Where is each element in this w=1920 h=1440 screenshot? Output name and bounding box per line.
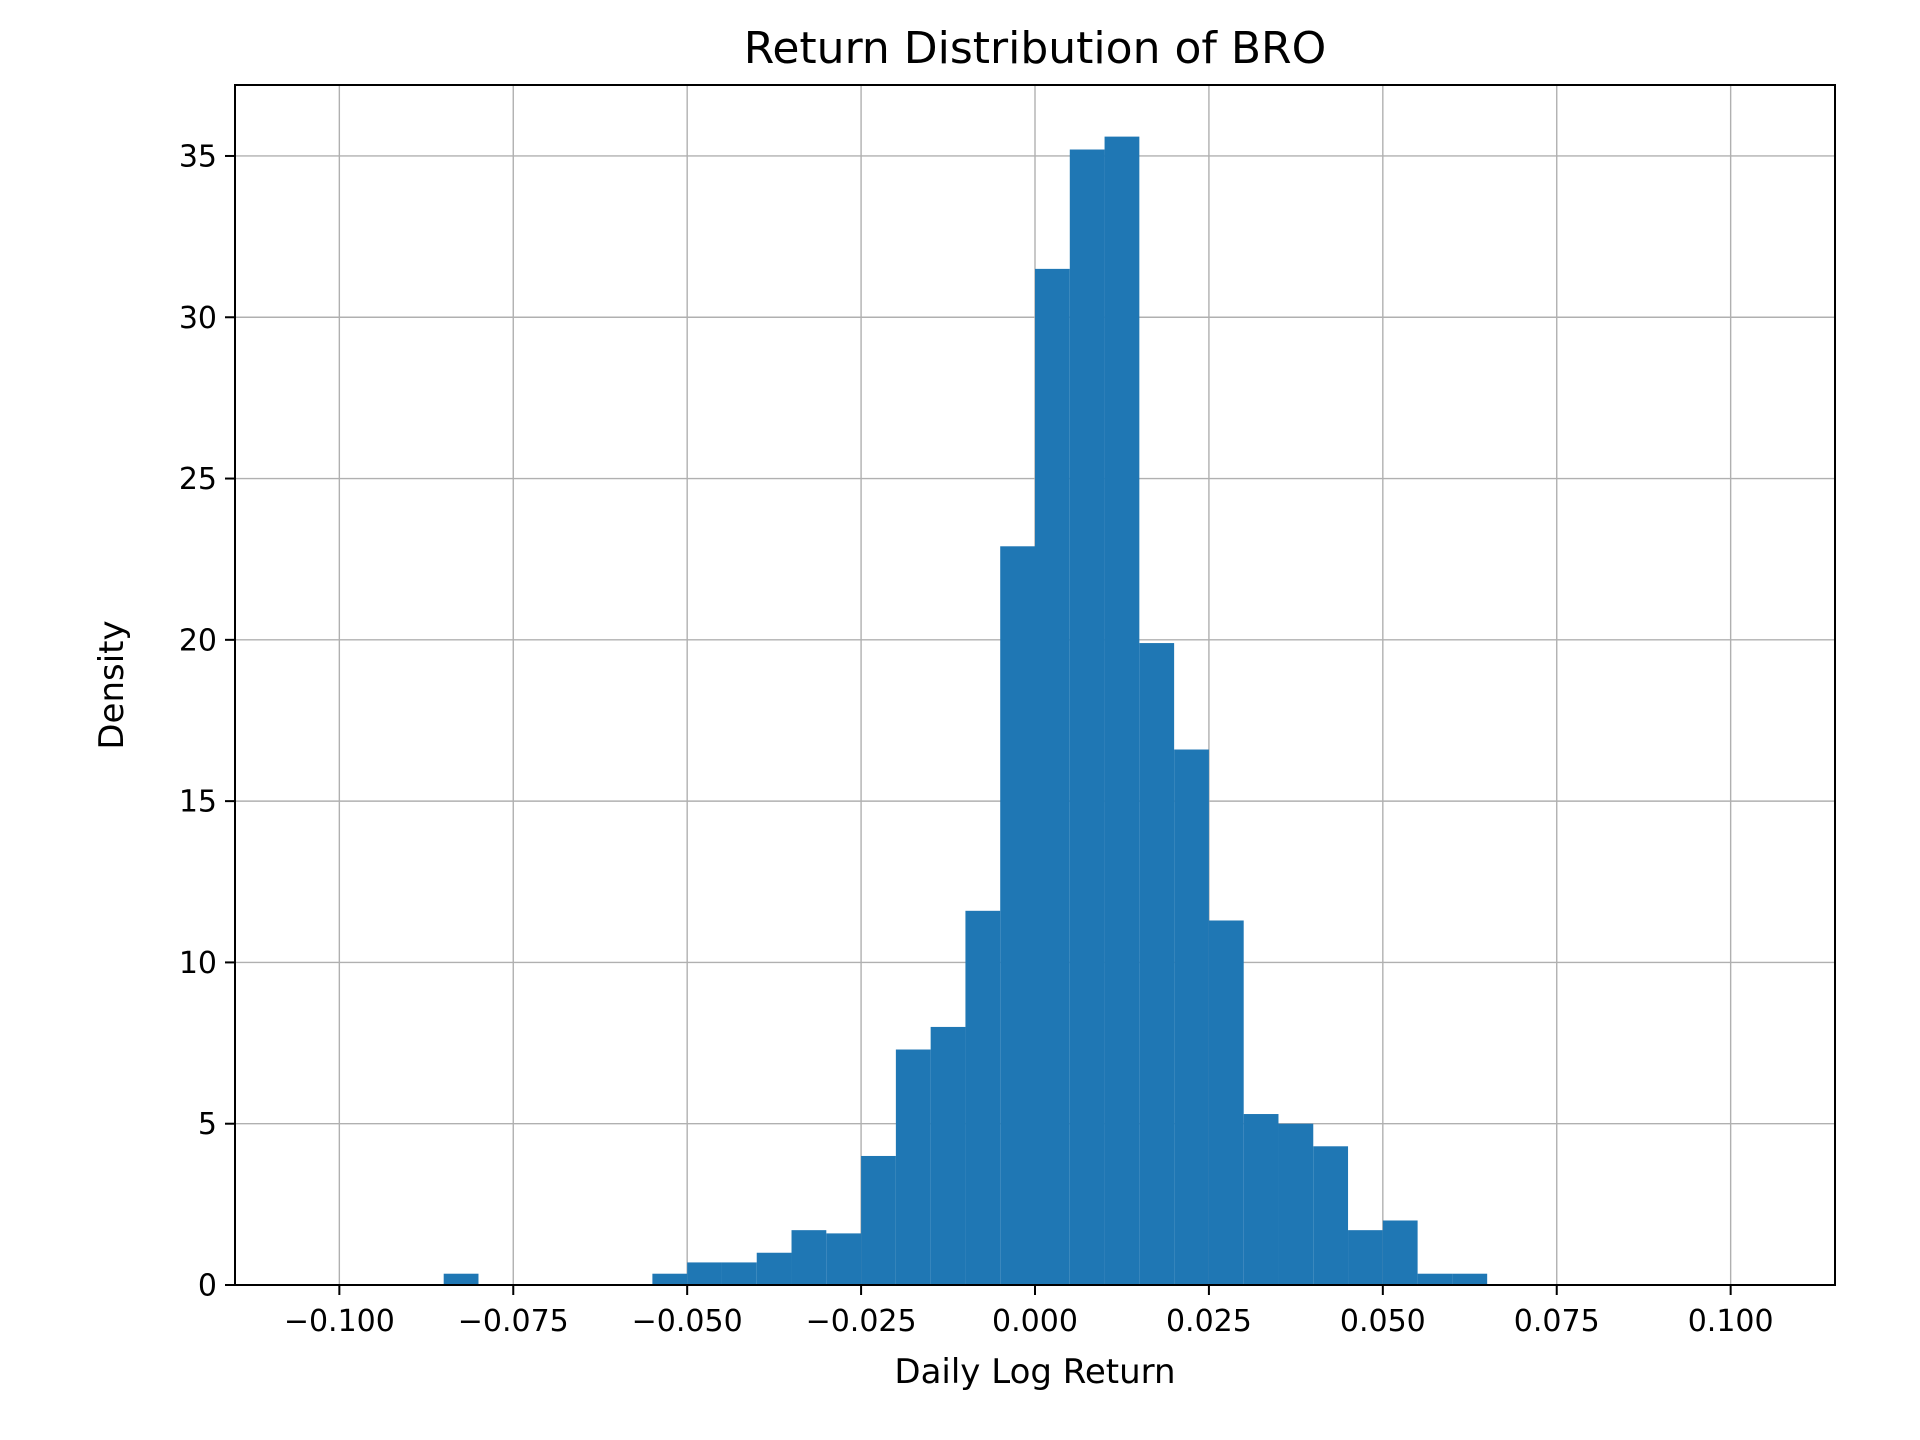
x-tick-label: −0.025 — [806, 1304, 917, 1339]
histogram-bar — [1035, 269, 1070, 1285]
histogram-bar — [1418, 1274, 1453, 1285]
histogram-bar — [1174, 750, 1209, 1285]
histogram-bar — [1348, 1230, 1383, 1285]
histogram-bar — [1452, 1274, 1487, 1285]
histogram-bar — [687, 1262, 722, 1285]
y-tick-label: 30 — [179, 301, 217, 336]
y-tick-label: 25 — [179, 462, 217, 497]
histogram-bar — [826, 1233, 861, 1285]
y-tick-label: 10 — [179, 946, 217, 981]
x-tick-label: 0.100 — [1688, 1304, 1774, 1339]
y-tick-label: 5 — [198, 1107, 217, 1142]
histogram-bar — [1313, 1146, 1348, 1285]
histogram-bar — [965, 911, 1000, 1285]
histogram-bar — [792, 1230, 827, 1285]
histogram-bar — [1244, 1114, 1279, 1285]
histogram-bar — [1209, 920, 1244, 1285]
histogram-bar — [896, 1050, 931, 1285]
x-tick-label: 0.000 — [992, 1304, 1078, 1339]
histogram-bar — [1105, 137, 1140, 1285]
histogram-bar — [1070, 150, 1105, 1285]
x-axis-label: Daily Log Return — [894, 1352, 1175, 1392]
histogram-bar — [722, 1262, 757, 1285]
chart-title: Return Distribution of BRO — [744, 23, 1326, 74]
histogram-bar — [1139, 643, 1174, 1285]
histogram-bar — [1278, 1124, 1313, 1285]
x-tick-label: −0.075 — [458, 1304, 569, 1339]
x-tick-label: −0.100 — [284, 1304, 395, 1339]
x-tick-label: 0.050 — [1340, 1304, 1426, 1339]
histogram-bar — [444, 1274, 479, 1285]
y-tick-label: 0 — [198, 1269, 217, 1304]
histogram-bar — [861, 1156, 896, 1285]
y-tick-label: 35 — [179, 139, 217, 174]
x-tick-label: 0.075 — [1514, 1304, 1600, 1339]
histogram-bar — [652, 1274, 687, 1285]
histogram-bar — [931, 1027, 966, 1285]
y-tick-label: 15 — [179, 785, 217, 820]
histogram-bar — [1000, 546, 1035, 1285]
x-tick-label: −0.050 — [632, 1304, 743, 1339]
y-axis-label: Density — [92, 620, 132, 749]
histogram-bar — [757, 1253, 792, 1285]
histogram-bar — [1383, 1220, 1418, 1285]
chart-container: −0.100 −0.075 −0.050 −0.025 0.000 0.025 0.050 0… — [0, 0, 1920, 1440]
x-tick-label: 0.025 — [1166, 1304, 1252, 1339]
y-tick-label: 20 — [179, 623, 217, 658]
